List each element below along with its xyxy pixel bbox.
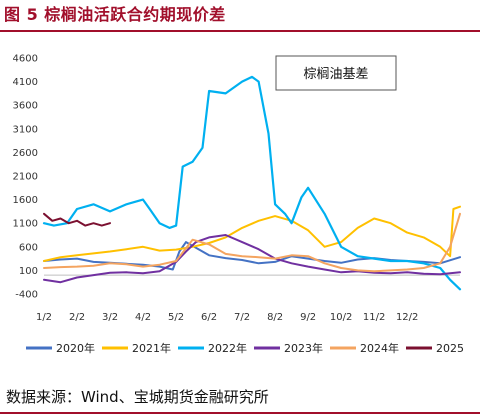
x-tick-label: 6/2 [201, 312, 217, 323]
annotation-box [275, 55, 397, 91]
chart-area: -400 100 600 1100 1600 2100 2600 3100 3600 4100 46… [13, 54, 464, 356]
chart-legend: 2020年 2021年 2022年 2023年 2024年 2025 [26, 341, 464, 355]
y-tick-label: 100 [19, 266, 38, 277]
x-tick-label: 3/2 [102, 312, 118, 323]
chart-series-lines [42, 75, 462, 291]
x-tick-label: 1/2 [36, 312, 52, 323]
y-tick-label: 600 [19, 242, 38, 253]
source-note: 数据来源：Wind、宝城期货金融研究所 [6, 388, 269, 406]
series-line-2021年 [43, 205, 461, 262]
x-tick-label: 11/2 [363, 312, 385, 323]
x-tick-label: 10/2 [330, 312, 352, 323]
title-divider [0, 30, 480, 32]
x-tick-label: 8/2 [267, 312, 283, 323]
legend-label-2020年: 2020年 [56, 341, 95, 355]
x-tick-label: 2/2 [69, 312, 85, 323]
legend-label-2024年: 2024年 [360, 341, 399, 355]
x-tick-label: 7/2 [234, 312, 250, 323]
legend-label-2023年: 2023年 [284, 341, 323, 355]
series-line-2024年 [43, 212, 461, 273]
annotation-text: 棕榈油基差 [303, 67, 368, 82]
bottom-divider [0, 412, 480, 414]
chart-axes: -400 100 600 1100 1600 2100 2600 3100 3600 4100 46… [13, 54, 460, 323]
y-tick-label: 1600 [13, 195, 38, 206]
y-tick-label: 4100 [13, 77, 38, 88]
chart-annotation: 棕榈油基差 [275, 55, 397, 91]
series-line-2023年 [43, 234, 461, 284]
x-tick-label: 5/2 [168, 312, 184, 323]
y-tick-label: 3600 [13, 101, 38, 112]
y-tick-label: 1100 [13, 219, 38, 230]
y-tick-label: 3100 [13, 124, 38, 135]
series-line-2025 [43, 212, 111, 227]
x-tick-label: 12/2 [396, 312, 418, 323]
legend-label-2022年: 2022年 [208, 341, 247, 355]
x-tick-label: 9/2 [300, 312, 316, 323]
y-tick-label: 2100 [13, 172, 38, 183]
x-tick-label: 4/2 [135, 312, 151, 323]
y-tick-label: -400 [15, 290, 38, 301]
legend-label-2021年: 2021年 [132, 341, 171, 355]
y-tick-label: 2600 [13, 148, 38, 159]
figure-title: 图 5 棕榈油活跃合约期现价差 [4, 5, 226, 24]
legend-label-2025: 2025 [436, 342, 464, 355]
series-line-2022年 [42, 75, 462, 291]
y-tick-label: 4600 [13, 54, 38, 65]
